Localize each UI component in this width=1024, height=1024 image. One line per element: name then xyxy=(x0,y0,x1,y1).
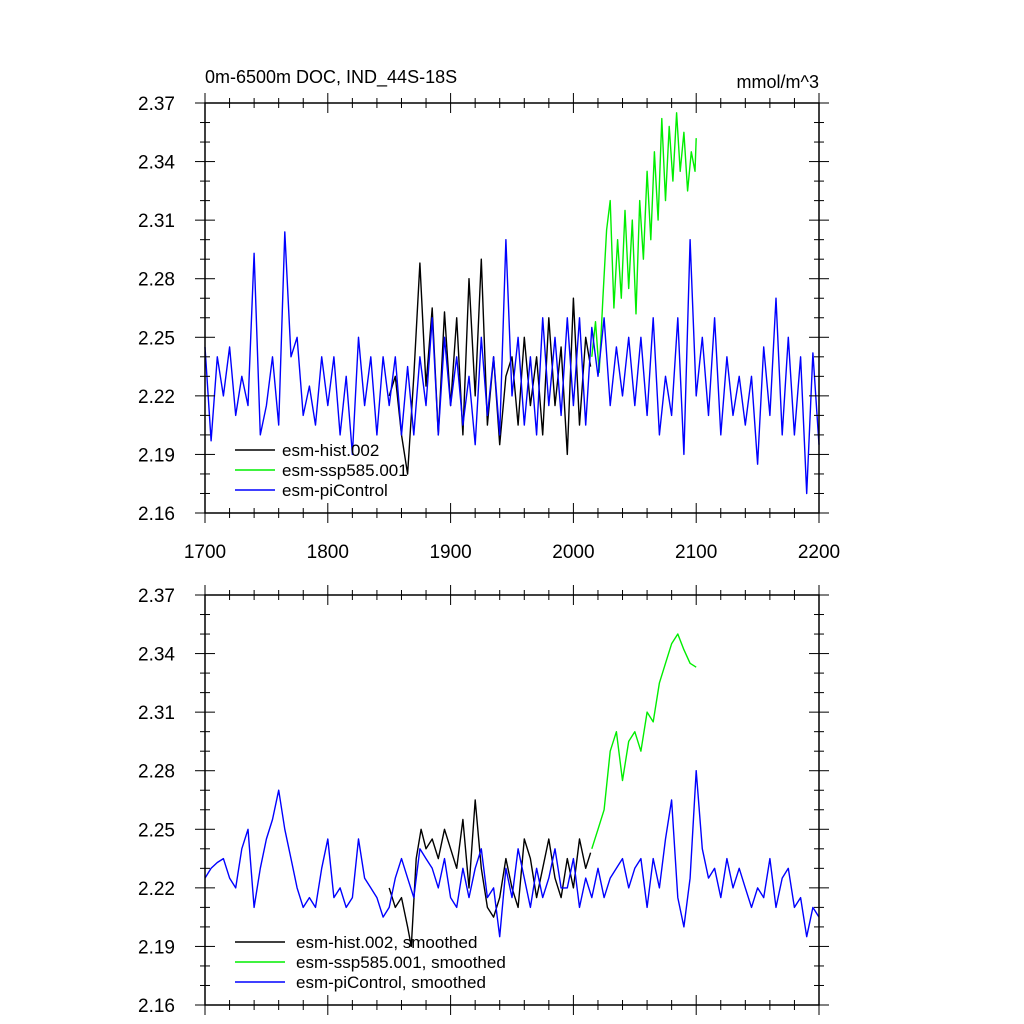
bottom-series-lines xyxy=(204,633,820,948)
top-y-tick-label: 2.28 xyxy=(138,270,175,291)
bottom-panel: 2.37 2.34 2.31 2.28 2.25 2.22 2.19 2.16 esm-his… xyxy=(138,585,829,1017)
bottom-y-tick-label: 2.34 xyxy=(138,645,175,666)
bottom-plot-frame xyxy=(204,594,820,1006)
top-series-lines xyxy=(204,112,820,495)
top-series-line-ssp585 xyxy=(591,112,697,374)
top-plot-frame xyxy=(204,102,820,514)
legend-label-ssp585-smoothed: esm-ssp585.001, smoothed xyxy=(296,953,506,972)
top-panel: 2.37 2.34 2.31 2.28 2.25 2.22 2.19 2.16 1700 180… xyxy=(138,67,840,563)
legend-label-hist: esm-hist.002 xyxy=(282,441,379,460)
top-y-tick-label: 2.37 xyxy=(138,94,175,115)
top-x-tick-label: 2200 xyxy=(798,542,840,563)
top-y-tick-label: 2.19 xyxy=(138,445,175,466)
legend-label-hist-smoothed: esm-hist.002, smoothed xyxy=(296,933,477,952)
legend-label-picontrol: esm-piControl xyxy=(282,481,388,500)
top-x-tick-label: 1800 xyxy=(307,542,349,563)
legend-label-picontrol-smoothed: esm-piControl, smoothed xyxy=(296,973,486,992)
top-y-tick-label: 2.31 xyxy=(138,211,175,232)
top-series-line-picontrol xyxy=(204,231,820,495)
top-x-tick-label: 1700 xyxy=(184,542,226,563)
top-x-tick-label: 2100 xyxy=(675,542,717,563)
top-y-tick-label: 2.34 xyxy=(138,153,175,174)
top-y-tick-label: 2.25 xyxy=(138,328,175,349)
bottom-y-tick-labels: 2.37 2.34 2.31 2.28 2.25 2.22 2.19 2.16 xyxy=(138,586,175,1017)
top-x-tick-labels: 1700 1800 1900 2000 2100 2200 xyxy=(184,542,840,563)
top-y-tick-label: 2.22 xyxy=(138,387,175,408)
top-units-label: mmol/m^3 xyxy=(737,72,819,92)
top-axis-ticks xyxy=(195,93,829,523)
bottom-legend: esm-hist.002, smoothed esm-ssp585.001, s… xyxy=(235,933,506,992)
top-y-tick-label: 2.16 xyxy=(138,504,175,525)
top-chart-title: 0m-6500m DOC, IND_44S-18S xyxy=(205,67,457,88)
bottom-y-tick-label: 2.25 xyxy=(138,820,175,841)
bottom-series-line-hist xyxy=(388,799,592,948)
top-x-tick-label: 2000 xyxy=(552,542,594,563)
bottom-y-tick-label: 2.37 xyxy=(138,586,175,607)
bottom-y-tick-label: 2.22 xyxy=(138,879,175,900)
bottom-y-tick-label: 2.28 xyxy=(138,762,175,783)
top-legend: esm-hist.002 esm-ssp585.001 esm-piContro… xyxy=(235,441,408,500)
top-x-tick-label: 1900 xyxy=(429,542,471,563)
bottom-y-tick-label: 2.16 xyxy=(138,996,175,1017)
bottom-series-line-ssp585 xyxy=(591,633,697,850)
bottom-y-tick-label: 2.19 xyxy=(138,937,175,958)
legend-label-ssp585: esm-ssp585.001 xyxy=(282,461,408,480)
top-y-tick-labels: 2.37 2.34 2.31 2.28 2.25 2.22 2.19 2.16 xyxy=(138,94,175,525)
bottom-y-tick-label: 2.31 xyxy=(138,703,175,724)
bottom-series-line-picontrol xyxy=(204,770,820,938)
bottom-axis-ticks xyxy=(195,585,829,1015)
